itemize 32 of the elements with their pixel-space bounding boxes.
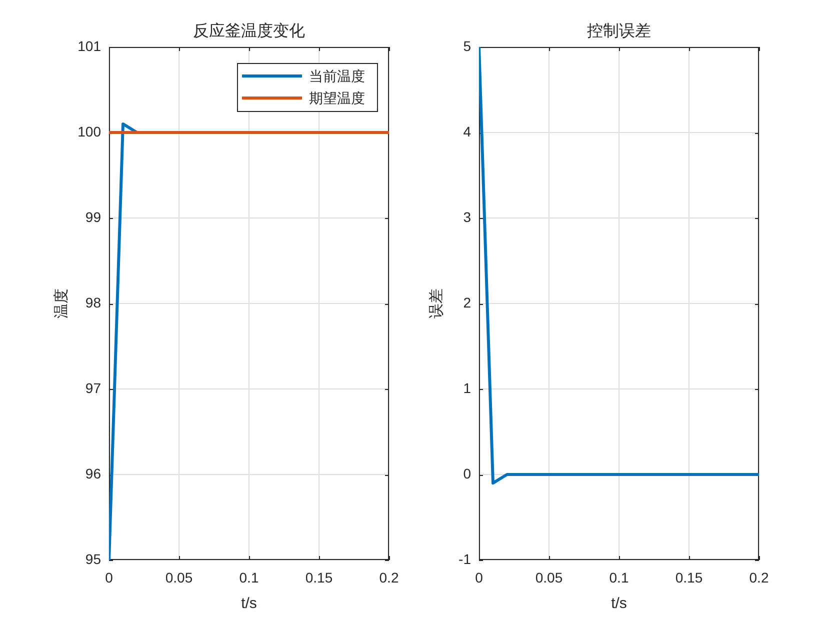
x-axis-title: t/s xyxy=(611,595,627,612)
y-tick-label: 101 xyxy=(78,38,102,54)
x-axis-title: t/s xyxy=(241,595,257,612)
y-tick-label: 98 xyxy=(85,294,102,310)
chart-title: 反应釜温度变化 xyxy=(193,22,305,40)
y-axis-title: 误差 xyxy=(428,288,446,318)
x-tick-label: 0.1 xyxy=(609,569,629,586)
y-tick-label: 5 xyxy=(463,38,472,54)
x-tick-label: 0 xyxy=(475,569,484,586)
y-tick-label: 0 xyxy=(463,465,472,482)
x-tick-label: 0.2 xyxy=(379,569,399,586)
x-tick-label: 0.15 xyxy=(305,569,333,586)
y-tick-label: 97 xyxy=(85,380,102,396)
x-tick-label: 0.1 xyxy=(239,569,259,586)
y-tick-label: -1 xyxy=(458,550,472,567)
x-tick-label: 0.15 xyxy=(675,569,703,586)
y-tick-label: 3 xyxy=(463,208,472,225)
y-tick-label: 96 xyxy=(85,465,102,482)
x-tick-label: 0.05 xyxy=(535,569,563,586)
y-tick-label: 100 xyxy=(78,123,102,140)
x-tick-label: 0.05 xyxy=(165,569,193,586)
y-tick-label: 1 xyxy=(463,380,472,396)
legend-label: 当前温度 xyxy=(309,68,365,84)
y-tick-label: 4 xyxy=(463,123,472,140)
chart-title: 控制误差 xyxy=(587,22,651,40)
legend-label: 期望温度 xyxy=(309,90,365,106)
x-tick-label: 0 xyxy=(105,569,114,586)
x-tick-label: 0.2 xyxy=(749,569,769,586)
y-axis-title: 温度 xyxy=(53,288,70,318)
y-tick-label: 95 xyxy=(85,550,102,567)
y-tick-label: 2 xyxy=(463,294,472,310)
y-tick-label: 99 xyxy=(85,208,102,225)
